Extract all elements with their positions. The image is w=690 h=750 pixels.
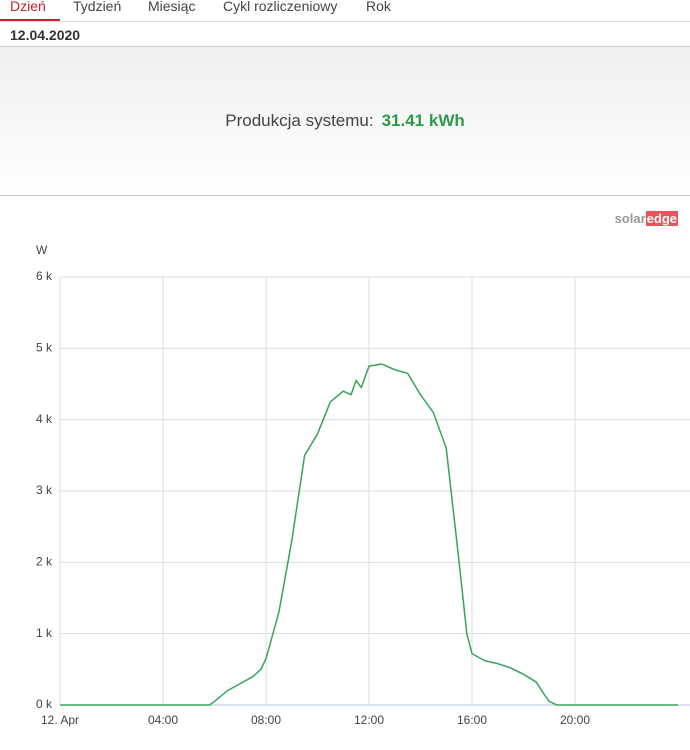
- chart: W 0 k 1 k 2 k 3 k 4 k 5 k 6 k 12. Apr 04:00 08:00…: [36, 243, 690, 727]
- y-axis-title: W: [36, 243, 48, 257]
- y-tick-label: 0 k: [36, 697, 53, 711]
- y-tick-label: 6 k: [36, 269, 53, 283]
- date: 12.04.2020: [10, 27, 81, 43]
- x-tick-label: 16:00: [457, 713, 487, 727]
- x-tick-label: 08:00: [251, 713, 281, 727]
- series-line: [60, 363, 678, 706]
- summary: Produkcja systemu: 31.41 kWh: [0, 111, 690, 131]
- tab[interactable]: Miesiąc: [148, 0, 196, 14]
- tab-underline: [0, 19, 60, 21]
- tab[interactable]: Tydzień: [73, 0, 122, 14]
- x-tick-label: 12:00: [354, 713, 384, 727]
- tab[interactable]: Cykl rozliczeniowy: [223, 0, 338, 14]
- x-tick-label: 20:00: [560, 713, 590, 727]
- tab-divider: [0, 21, 690, 22]
- y-tick-label: 4 k: [36, 412, 53, 426]
- y-tick-label: 5 k: [36, 341, 53, 355]
- summary-panel: Produkcja systemu: 31.41 kWh: [0, 46, 690, 196]
- logo-text: edge: [645, 211, 678, 226]
- y-tick-label: 3 k: [36, 483, 53, 497]
- logo: solaredge: [615, 211, 678, 226]
- summary-value: 31.41 kWh: [381, 111, 465, 130]
- y-tick-label: 1 k: [36, 626, 53, 640]
- tab[interactable]: Dzień: [10, 0, 46, 14]
- summary-label: Produkcja systemu:: [225, 111, 374, 130]
- y-tick-label: 2 k: [36, 555, 53, 569]
- x-tick-label: 04:00: [148, 713, 178, 727]
- tab[interactable]: Rok: [366, 0, 391, 14]
- x-tick-label: 12. Apr: [41, 713, 79, 727]
- logo-text: solar: [614, 211, 646, 226]
